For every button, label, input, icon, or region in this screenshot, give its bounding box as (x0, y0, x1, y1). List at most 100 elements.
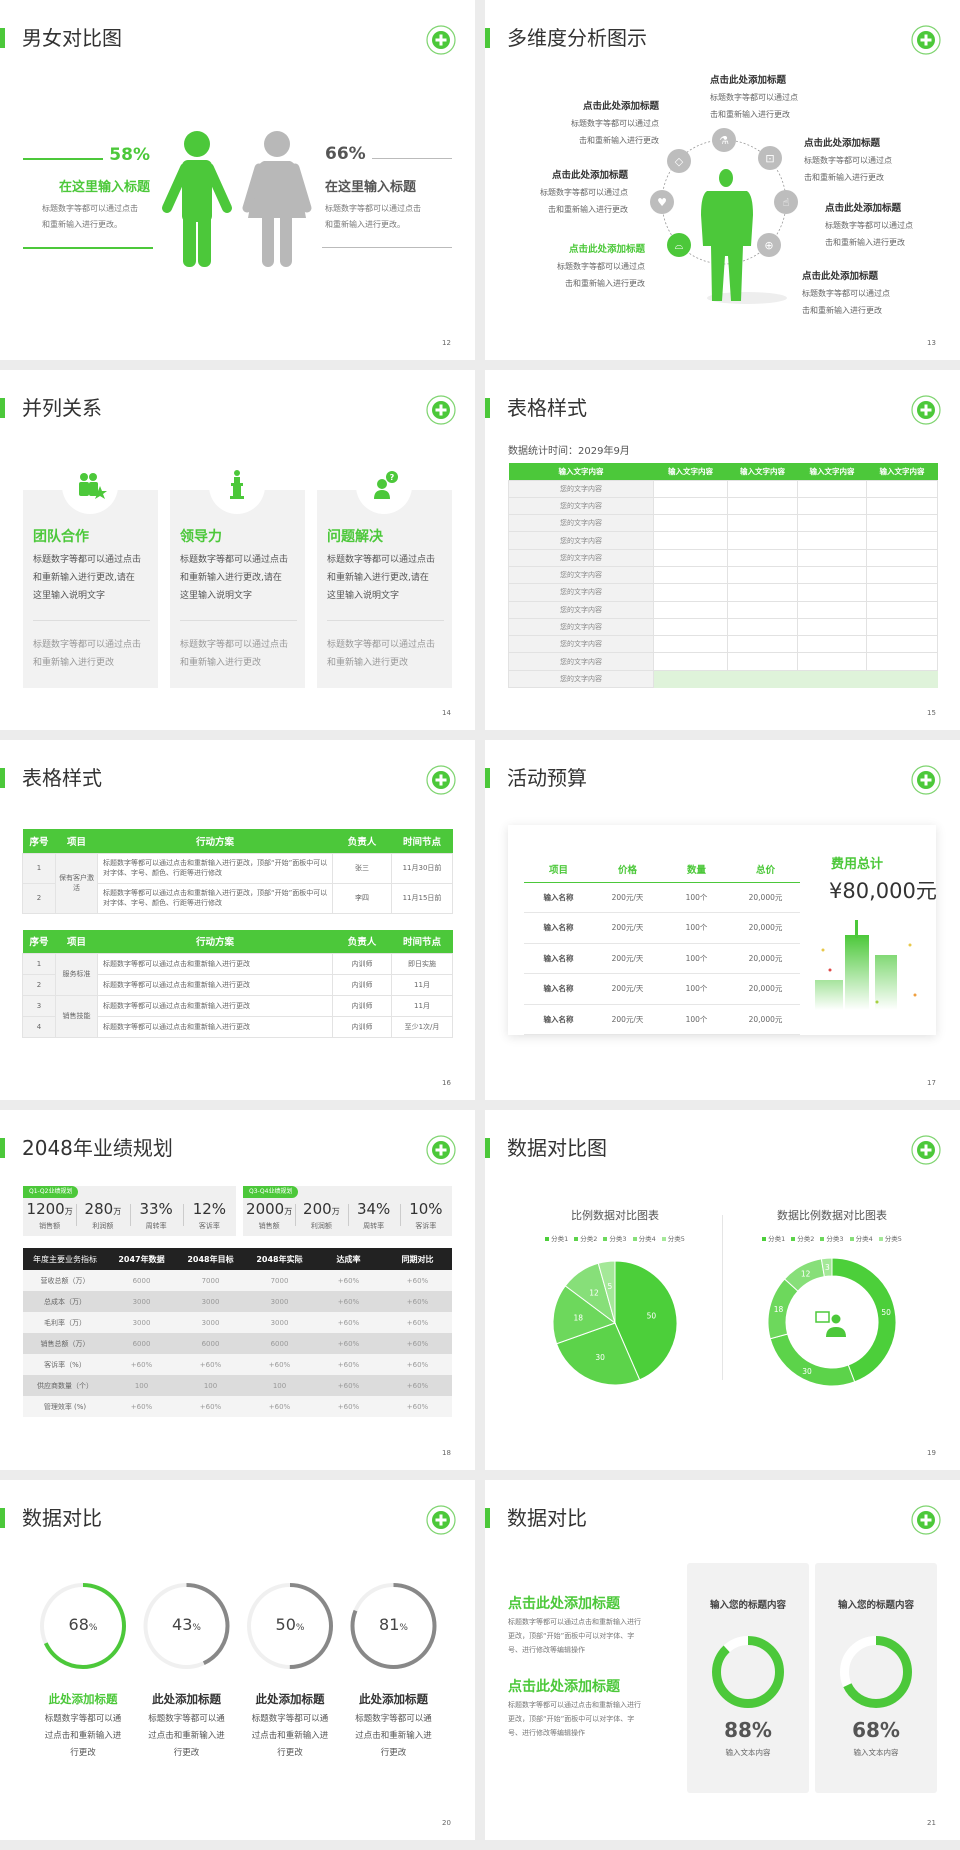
table-cell[interactable] (653, 635, 728, 654)
table-cell[interactable] (797, 617, 867, 637)
table-cell[interactable] (797, 669, 867, 689)
slide-15[interactable]: 表格样式 15 数据统计时间：2029年9月 输入文字内容 输入文字内容 输入文字内容 输入… (485, 370, 960, 730)
table-cell[interactable] (727, 496, 798, 516)
slide-21[interactable]: 数据对比 21 点击此处添加标题 标题数字等都可以通过点击和重新输入进行 更改，顶部“开… (485, 1480, 960, 1840)
table-row: 您的文字内容 (508, 669, 938, 689)
table-cell[interactable] (866, 583, 938, 602)
block-line: 号、进行修改等编辑操作 (508, 1729, 585, 1737)
table-cell: +60% (406, 1360, 429, 1369)
table-cell[interactable] (727, 617, 798, 637)
donut-gauge (712, 1636, 784, 1708)
slide-title: 2048年业绩规划 (22, 1136, 173, 1160)
kpi-number: 12% (192, 1200, 227, 1218)
table-cell[interactable] (797, 548, 867, 567)
table-cell[interactable] (653, 600, 728, 619)
table-cell[interactable] (866, 669, 938, 689)
table-cell[interactable] (797, 479, 867, 498)
lock-icon: ⊡ (765, 152, 774, 165)
right-desc-line: 标题数字等都可以通过点击 (325, 204, 421, 213)
table-row: 您的文字内容 (508, 635, 938, 654)
table-cell[interactable] (866, 531, 938, 550)
slide-16[interactable]: 表格样式 16 序号 项目 行动方案 负责人 时间节点 1 保有客户激活 标题数字等都可以通过点击… (0, 740, 475, 1100)
table-cell[interactable] (653, 548, 728, 567)
block-line: 标题数字等都可以通过点 (804, 156, 892, 165)
table-cell[interactable] (727, 531, 798, 550)
table-cell[interactable] (866, 496, 938, 516)
table-cell[interactable] (866, 514, 938, 533)
table-row: 毛利率（万） 3000 3000 3000 +60% +60% (23, 1312, 452, 1333)
table-cell[interactable] (727, 652, 798, 671)
table-cell[interactable] (866, 479, 938, 498)
table-cell: 20,000元 (731, 882, 800, 913)
title-accent-bar (0, 1508, 5, 1528)
table-cell[interactable] (866, 652, 938, 671)
table-cell[interactable] (727, 669, 798, 689)
table-cell[interactable] (653, 514, 728, 533)
legend-label: 分类3 (826, 1235, 844, 1243)
table-cell[interactable] (797, 496, 867, 516)
slide-19[interactable]: 数据对比图 19 50 30 18 12 5 50 30 18 12 3 比例数据对比图表 分类1 分类2 分… (485, 1110, 960, 1470)
data-label: 18 (573, 1313, 583, 1322)
question-person-icon: ? (374, 471, 398, 499)
table-cell[interactable] (653, 479, 728, 498)
table-cell[interactable] (727, 600, 798, 619)
slide-18[interactable]: 2048年业绩规划 18 Q1-Q2业绩规划 1200万 销售额 280万 利润额 33% 周转… (0, 1110, 475, 1470)
legend-item: 分类5 (661, 1235, 685, 1243)
table-cell: 7000 (270, 1276, 289, 1285)
table-cell[interactable] (866, 617, 938, 637)
title-accent-bar (0, 768, 5, 788)
ring-desc-line: 标题数字等都可以通 (148, 1714, 225, 1724)
table-cell[interactable] (727, 635, 798, 654)
card-body-line: 和重新输入进行更改,请在 (180, 573, 282, 583)
table-cell[interactable] (797, 652, 867, 671)
slide-13[interactable]: 多维度分析图示 13 ⚗ ⊡ ☝ ⊕ ⌓ ♥ ◇ 点击此处添加标题 标题数字等都可以通过点 击和重新输… (485, 0, 960, 360)
table-cell[interactable] (866, 635, 938, 654)
tower (845, 935, 869, 1010)
table-cell[interactable] (797, 565, 867, 585)
table-cell[interactable] (653, 583, 728, 602)
table-cell[interactable] (653, 565, 728, 585)
table-cell[interactable] (653, 531, 728, 550)
slide-14[interactable]: 并列关系 14 团队合作 标题数字等都可以通过点击 和重新输入进行更改,请在 这里输入说明… (0, 370, 475, 730)
table-cell[interactable] (797, 635, 867, 654)
table-cell[interactable] (797, 583, 867, 602)
table-cell: 100个 (662, 882, 731, 913)
owner-cell: 内训师 (332, 952, 392, 975)
table-cell[interactable] (727, 514, 798, 533)
table-cell: 200元/天 (593, 882, 662, 913)
table-cell[interactable] (653, 669, 728, 689)
graduation-cap-icon: ⌓ (675, 239, 684, 252)
row-label: 您的文字内容 (508, 496, 654, 516)
table-cell: 输入名称 (524, 973, 593, 1005)
owner-cell: 内训师 (332, 973, 392, 996)
table-row: 3 销售技能 标题数字等都可以通过点击和重新输入进行更改 内训师 11月 (22, 994, 453, 1038)
kpi-unit: 万 (331, 1207, 340, 1216)
column-header: 行动方案 (97, 930, 333, 953)
ring-heading: 此处添加标题 (48, 1692, 118, 1706)
table-cell[interactable] (653, 496, 728, 516)
slide-20[interactable]: 数据对比 20 68% 此处添加标题 标题数字等都可以通 过点击和重新输入进 行更改 43% 此… (0, 1480, 475, 1840)
table-cell[interactable] (727, 583, 798, 602)
table-cell[interactable] (866, 600, 938, 619)
table-row: 您的文字内容 (508, 496, 938, 516)
slide-17[interactable]: 活动预算 17 项目 价格 数量 总价 输入名称 200元/天 100个 20,000元 输入名称 2… (485, 740, 960, 1100)
table-cell[interactable] (653, 652, 728, 671)
table-cell[interactable] (866, 548, 938, 567)
table-cell[interactable] (653, 617, 728, 637)
table-cell[interactable] (797, 514, 867, 533)
table-cell[interactable] (797, 600, 867, 619)
slide-12[interactable]: 男女对比图 12 58% 在这里输入标题 标题数字等都可以通过点击 和重新输入进行更改。 6… (0, 0, 475, 360)
table-cell[interactable] (797, 531, 867, 550)
table-row: 您的文字内容 (508, 479, 938, 498)
kpi-separator (129, 1204, 131, 1226)
flask-icon-badge (712, 128, 736, 152)
table-cell[interactable] (727, 548, 798, 567)
table-row: 输入名称 200元/天 100个 20,000元 (524, 912, 800, 944)
legend-label: 分类3 (609, 1235, 627, 1243)
card-body-line: 标题数字等都可以通过点击 (180, 555, 289, 565)
table-cell[interactable] (727, 565, 798, 585)
tower-spire (855, 920, 858, 938)
header-row: 序号 项目 行动方案 负责人 时间节点 (22, 829, 453, 853)
table-cell[interactable] (866, 565, 938, 585)
table-cell[interactable] (727, 479, 798, 498)
